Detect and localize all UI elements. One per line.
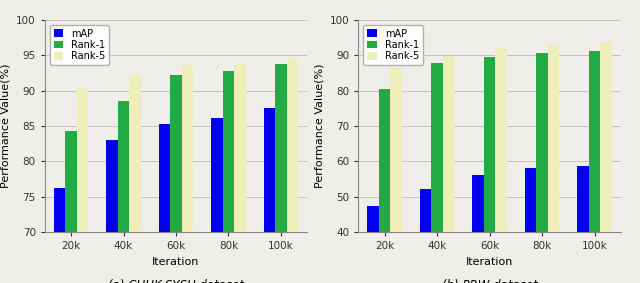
Bar [287, 59, 298, 283]
X-axis label: Iteration: Iteration [466, 257, 513, 267]
Y-axis label: Performance Value(%): Performance Value(%) [1, 64, 11, 188]
Bar [390, 68, 402, 283]
Text: (a) CUHK-SYSU dataset: (a) CUHK-SYSU dataset [108, 279, 244, 283]
Bar [484, 57, 495, 283]
Bar [106, 140, 118, 283]
Bar [443, 56, 454, 283]
Bar [548, 45, 559, 283]
Bar [118, 101, 129, 283]
Bar [170, 75, 182, 283]
Bar [264, 108, 275, 283]
Legend: mAP, Rank-1, Rank-5: mAP, Rank-1, Rank-5 [50, 25, 109, 65]
Bar [495, 47, 507, 283]
Bar [234, 63, 246, 283]
Bar [420, 188, 431, 283]
Bar [431, 63, 443, 283]
Bar [54, 188, 65, 283]
Bar [159, 124, 170, 283]
Bar [182, 65, 193, 283]
Bar [65, 131, 77, 283]
Bar [379, 89, 390, 283]
Bar [77, 87, 88, 283]
Bar [577, 166, 589, 283]
Bar [211, 118, 223, 283]
Bar [525, 168, 536, 283]
Bar [536, 53, 548, 283]
Legend: mAP, Rank-1, Rank-5: mAP, Rank-1, Rank-5 [364, 25, 423, 65]
Bar [600, 42, 612, 283]
X-axis label: Iteration: Iteration [152, 257, 200, 267]
Bar [275, 65, 287, 283]
Text: (b) PRW dataset: (b) PRW dataset [442, 279, 538, 283]
Bar [367, 205, 379, 283]
Bar [472, 175, 484, 283]
Bar [589, 51, 600, 283]
Bar [129, 75, 141, 283]
Bar [223, 71, 234, 283]
Y-axis label: Performance Value(%): Performance Value(%) [314, 64, 324, 188]
